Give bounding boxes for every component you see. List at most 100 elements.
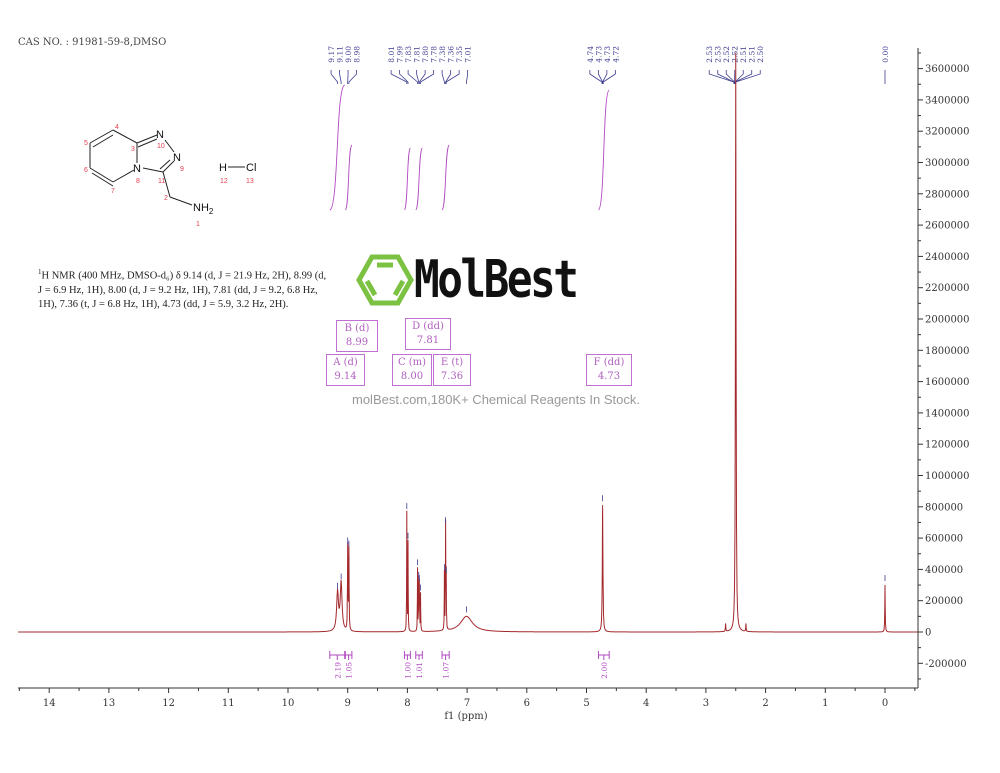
integral-value: 2.19 <box>333 662 342 679</box>
peak-label-connector <box>330 70 338 84</box>
peak-label-connector <box>420 70 435 84</box>
peak-label-connector <box>416 70 420 84</box>
multiplet-box-f: F (dd) 4.73 <box>586 354 632 386</box>
atom-h: H <box>219 162 227 174</box>
integral-curve <box>415 147 423 211</box>
atom-cl: Cl <box>246 162 256 174</box>
x-tick-label: 13 <box>103 698 116 709</box>
peak-label-connector <box>602 70 616 84</box>
integral-value: 2.00 <box>600 662 609 679</box>
multiplet-box-d: D (dd) 7.81 <box>405 318 451 350</box>
y-tick-label: 2600000 <box>925 221 970 232</box>
y-tick-label: 3400000 <box>925 95 970 106</box>
y-tick-label: 3200000 <box>925 127 970 138</box>
atom-number: 11 <box>158 178 165 185</box>
x-tick-label: 8 <box>404 698 410 709</box>
atom-number: 2 <box>164 195 168 202</box>
peak-label: 7.80 <box>421 46 430 63</box>
sample-header: CAS NO. : 91981-59-8,DMSO <box>18 37 167 48</box>
atom-nh2: NH2 <box>193 202 214 216</box>
x-tick-label: 2 <box>762 698 768 709</box>
y-tick-label: 1000000 <box>925 471 970 482</box>
peak-label: 9.00 <box>344 46 353 63</box>
peak-label-connector <box>589 70 603 84</box>
x-tick-label: 11 <box>222 698 235 709</box>
peak-label-connector <box>339 70 342 84</box>
y-tick-label: 1800000 <box>925 346 970 357</box>
atom-n10: N <box>156 129 164 141</box>
x-tick-label: 4 <box>643 698 649 709</box>
integral-value: 1.00 <box>403 662 412 679</box>
peak-label: 2.52 <box>722 46 731 63</box>
peak-label: 2.51 <box>748 46 757 63</box>
y-tick-label: 2400000 <box>925 252 970 263</box>
peak-label: 4.72 <box>611 46 620 63</box>
peak-label: 2.52 <box>731 46 740 63</box>
peak-label: 9.11 <box>336 46 345 63</box>
atom-n9: N <box>173 152 181 164</box>
integral-value: 1.01 <box>415 662 424 679</box>
integral-value: 1.07 <box>442 662 451 679</box>
atom-number: 3 <box>131 146 135 153</box>
atom-number: 1 <box>196 221 200 228</box>
y-tick-label: 200000 <box>925 596 963 607</box>
peak-label: 2.51 <box>739 46 748 63</box>
peak-label-connector <box>734 70 753 84</box>
peak-label: 8.98 <box>353 46 362 63</box>
integral-curve <box>441 144 450 211</box>
peak-label: 7.83 <box>404 46 413 63</box>
x-axis: 14 13 12 11 10 9 8 7 6 5 4 3 2 1 0 f1 (ppm) <box>18 687 918 722</box>
multiplet-box-c: C (m) 8.00 <box>392 354 432 386</box>
peak-label-connector <box>418 70 426 84</box>
y-tick-label: 0 <box>925 628 931 639</box>
atom-number: 8 <box>136 178 140 185</box>
peak-label: 7.99 <box>396 46 405 63</box>
x-tick-label: 7 <box>464 698 470 709</box>
x-tick-label: 10 <box>282 698 295 709</box>
peak-label-connector <box>390 70 408 84</box>
peak-label-connector <box>708 70 735 84</box>
y-tick-label: 1600000 <box>925 377 970 388</box>
peak-label: 7.38 <box>438 46 447 63</box>
y-tick-label: 3000000 <box>925 158 970 169</box>
integral-curve <box>329 84 346 211</box>
chemical-structure <box>89 129 245 206</box>
peak-label: 7.78 <box>430 46 439 63</box>
y-tick-label: 800000 <box>925 502 963 513</box>
peak-label: 7.35 <box>455 46 464 63</box>
integral-curve <box>344 144 353 211</box>
peak-label-connector <box>602 70 608 84</box>
y-tick-label: 400000 <box>925 565 963 576</box>
peak-label: 7.81 <box>413 46 422 63</box>
peak-label: 2.50 <box>756 46 765 63</box>
atom-number: 13 <box>246 178 254 185</box>
atom-number: 7 <box>111 188 115 195</box>
peak-label-connector <box>441 70 445 84</box>
x-tick-label: 9 <box>345 698 351 709</box>
atom-number: 9 <box>180 166 184 173</box>
peak-label: 0.00 <box>881 46 890 63</box>
peak-label: 4.73 <box>603 46 612 63</box>
peak-label: 4.73 <box>594 46 603 63</box>
x-axis-label: f1 (ppm) <box>444 711 487 722</box>
atom-number: 5 <box>84 140 88 147</box>
atom-n8: N <box>133 163 141 175</box>
integral-curve <box>403 147 411 211</box>
peak-label: 2.53 <box>714 46 723 63</box>
y-tick-label: -200000 <box>925 659 967 670</box>
peak-label: 7.01 <box>464 46 473 63</box>
atom-number: 6 <box>84 167 88 174</box>
y-tick-label: 600000 <box>925 534 963 545</box>
multiplet-box-b: B (d) 8.99 <box>336 320 378 352</box>
y-tick-label: 1200000 <box>925 440 970 451</box>
multiplet-box-e: E (t) 7.36 <box>433 354 471 386</box>
multiplet-box-a: A (d) 9.14 <box>326 354 365 386</box>
nmr-description: 1H NMR (400 MHz, DMSO-d₆) δ 9.14 (d, J =… <box>38 268 327 310</box>
y-tick-label: 3600000 <box>925 64 970 75</box>
y-tick-label: 2000000 <box>925 315 970 326</box>
peak-label-connector <box>399 70 409 84</box>
atom-number: 4 <box>115 124 119 131</box>
peak-label: 9.17 <box>327 46 336 63</box>
y-tick-label: 2800000 <box>925 189 970 200</box>
